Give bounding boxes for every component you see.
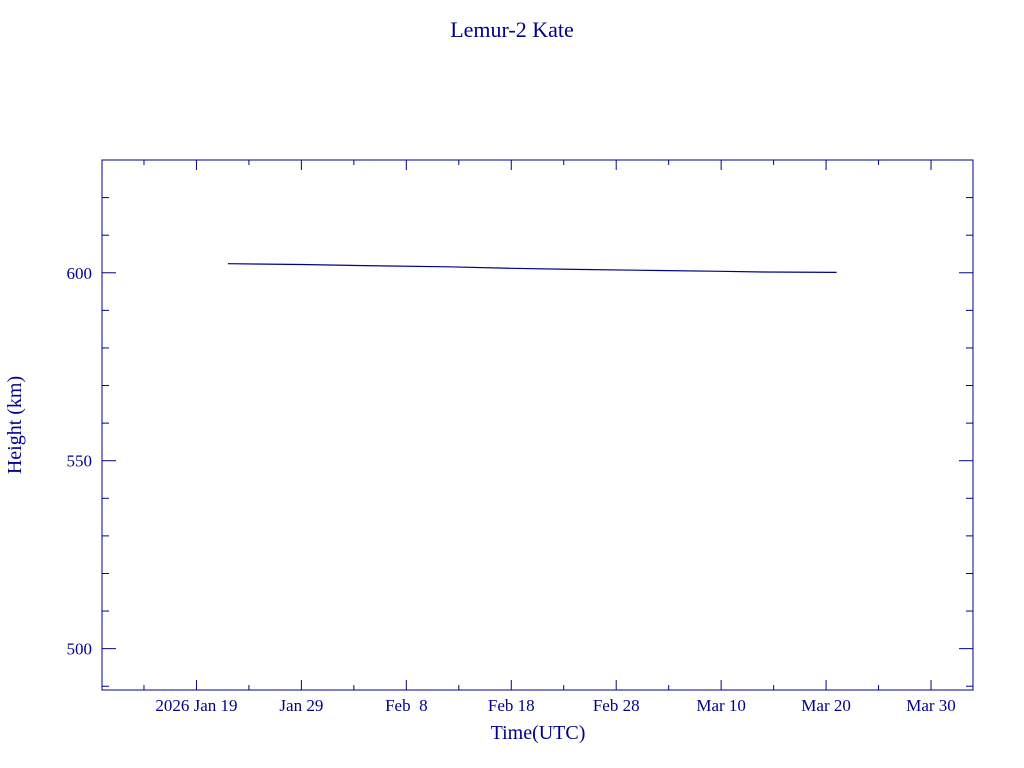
x-tick-label: Mar 10 bbox=[696, 696, 746, 715]
y-tick-label: 600 bbox=[67, 264, 93, 283]
chart-title: Lemur-2 Kate bbox=[450, 17, 574, 42]
x-tick-label: Mar 20 bbox=[801, 696, 851, 715]
x-axis-tick-labels: 2026 Jan 19 Jan 29 Feb 8 Feb 18 Feb 28 Mar 10… bbox=[155, 696, 955, 715]
x-tick-label: Mar 30 bbox=[906, 696, 956, 715]
series-line bbox=[227, 263, 837, 273]
y-axis-label: Height (km) bbox=[4, 376, 26, 474]
x-tick-label: 2026 Jan 19 bbox=[155, 696, 237, 715]
x-tick-label: Feb 8 bbox=[385, 696, 428, 715]
y-tick-label: 500 bbox=[67, 640, 93, 659]
plot-frame bbox=[101, 159, 974, 691]
x-axis-label: Time(UTC) bbox=[491, 722, 586, 744]
y-tick-label: 550 bbox=[67, 452, 93, 471]
x-axis-ticks bbox=[143, 160, 932, 690]
x-tick-label: Feb 28 bbox=[593, 696, 640, 715]
y-axis-tick-labels: 500 550 600 bbox=[67, 264, 93, 659]
series-group bbox=[227, 263, 837, 273]
x-tick-label: Feb 18 bbox=[488, 696, 535, 715]
x-tick-label: Jan 29 bbox=[279, 696, 323, 715]
y-axis-ticks bbox=[102, 159, 973, 687]
